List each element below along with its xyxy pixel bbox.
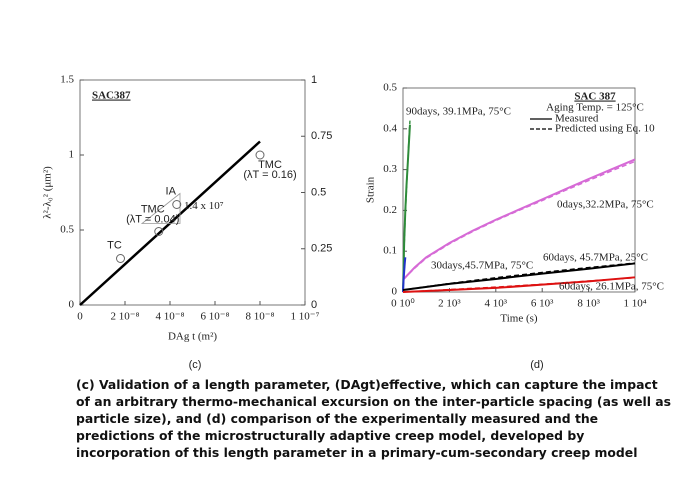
- y-tick-label: 0: [392, 286, 398, 298]
- data-point: [172, 200, 182, 209]
- predicted-line: [402, 262, 636, 291]
- point-label: IA: [166, 185, 177, 197]
- measured-line: [402, 158, 636, 281]
- chart-title: SAC387: [92, 90, 131, 102]
- chart-subtitle: Aging Temp. = 125°C: [546, 102, 644, 114]
- y-axis-label: λ²-λ₀² (μm²): [42, 166, 54, 219]
- x-tick-label: 4 10⁻⁸: [156, 311, 185, 323]
- x-tick-label: 8 10³: [577, 298, 600, 310]
- y-tick-label: 0.5: [60, 224, 74, 236]
- data-point: [116, 254, 125, 263]
- legend-label: Predicted using Eq. 10: [555, 123, 655, 135]
- plot-frame: [402, 87, 636, 293]
- y-tick-label: 0.5: [383, 82, 397, 94]
- y2-tick-label: 0.5: [311, 186, 326, 198]
- y-tick-label: 0.2: [383, 204, 397, 216]
- measured-line: [402, 276, 636, 293]
- y-tick-label: 1.5: [60, 74, 74, 86]
- plot-frame: [79, 79, 306, 306]
- series-label: 60days, 45.7MPa, 25°C: [543, 252, 648, 264]
- series-label: 0days,32.2MPa, 75°C: [557, 199, 654, 211]
- y2-tick-label: 1: [311, 74, 317, 86]
- point-label: TMC: [258, 159, 282, 171]
- caption: (c) Validation of a length parameter, (D…: [76, 377, 672, 460]
- x-tick-label: 8 10⁻⁸: [246, 311, 275, 323]
- measured-line: [402, 124, 411, 293]
- panel-label: (d): [530, 359, 543, 371]
- x-tick-label: 4 10³: [485, 298, 508, 310]
- point-label: TC: [107, 239, 122, 251]
- x-tick-label: 2 10⁻⁸: [111, 311, 140, 323]
- y-tick-label: 0.1: [383, 245, 397, 257]
- y-tick-label: 0.4: [383, 122, 397, 134]
- panel-label: (c): [189, 359, 202, 371]
- series-label: 60days, 26.1MPa, 75°C: [559, 281, 664, 293]
- y-tick-label: 0.3: [383, 163, 397, 175]
- series-label: 90days, 39.1MPa, 75°C: [406, 106, 511, 118]
- measured-line: [402, 262, 636, 291]
- x-tick-label: 6 10⁻⁸: [201, 311, 230, 323]
- point-label: TMC: [141, 203, 165, 215]
- y2-tick-label: 0.75: [311, 130, 332, 142]
- legend-label: Measured: [555, 113, 599, 125]
- chart-title: SAC 387: [574, 91, 616, 103]
- y-tick-label: 0: [69, 299, 75, 311]
- y-tick-label: 1: [69, 149, 75, 161]
- x-axis-label: Time (s): [500, 313, 538, 325]
- series-label: 30days,45.7MPa, 75°C: [431, 260, 533, 272]
- point-note: (λT = 0.04): [126, 213, 179, 225]
- measured-line: [402, 257, 407, 293]
- x-tick-label: 6 10³: [531, 298, 554, 310]
- y-axis-label: Strain: [365, 176, 377, 203]
- data-point: [255, 150, 265, 160]
- x-tick-label: 2 10³: [438, 298, 461, 310]
- x-tick-label: 0: [77, 311, 83, 323]
- x-axis-label: DAg t (m²): [168, 331, 217, 343]
- y2-tick-label: 0: [311, 299, 317, 311]
- x-tick-label: 1 10⁴: [623, 298, 646, 310]
- slope-triangle: [140, 192, 181, 224]
- y2-tick-label: 0.25: [311, 243, 332, 255]
- x-tick-label: 1 10⁻⁷: [291, 311, 320, 323]
- data-point: [154, 227, 164, 236]
- slope-label: 1.4 x 10⁷: [184, 200, 224, 212]
- point-note: (λT = 0.16): [243, 169, 296, 181]
- x-tick-label: 0 10⁰: [391, 298, 415, 310]
